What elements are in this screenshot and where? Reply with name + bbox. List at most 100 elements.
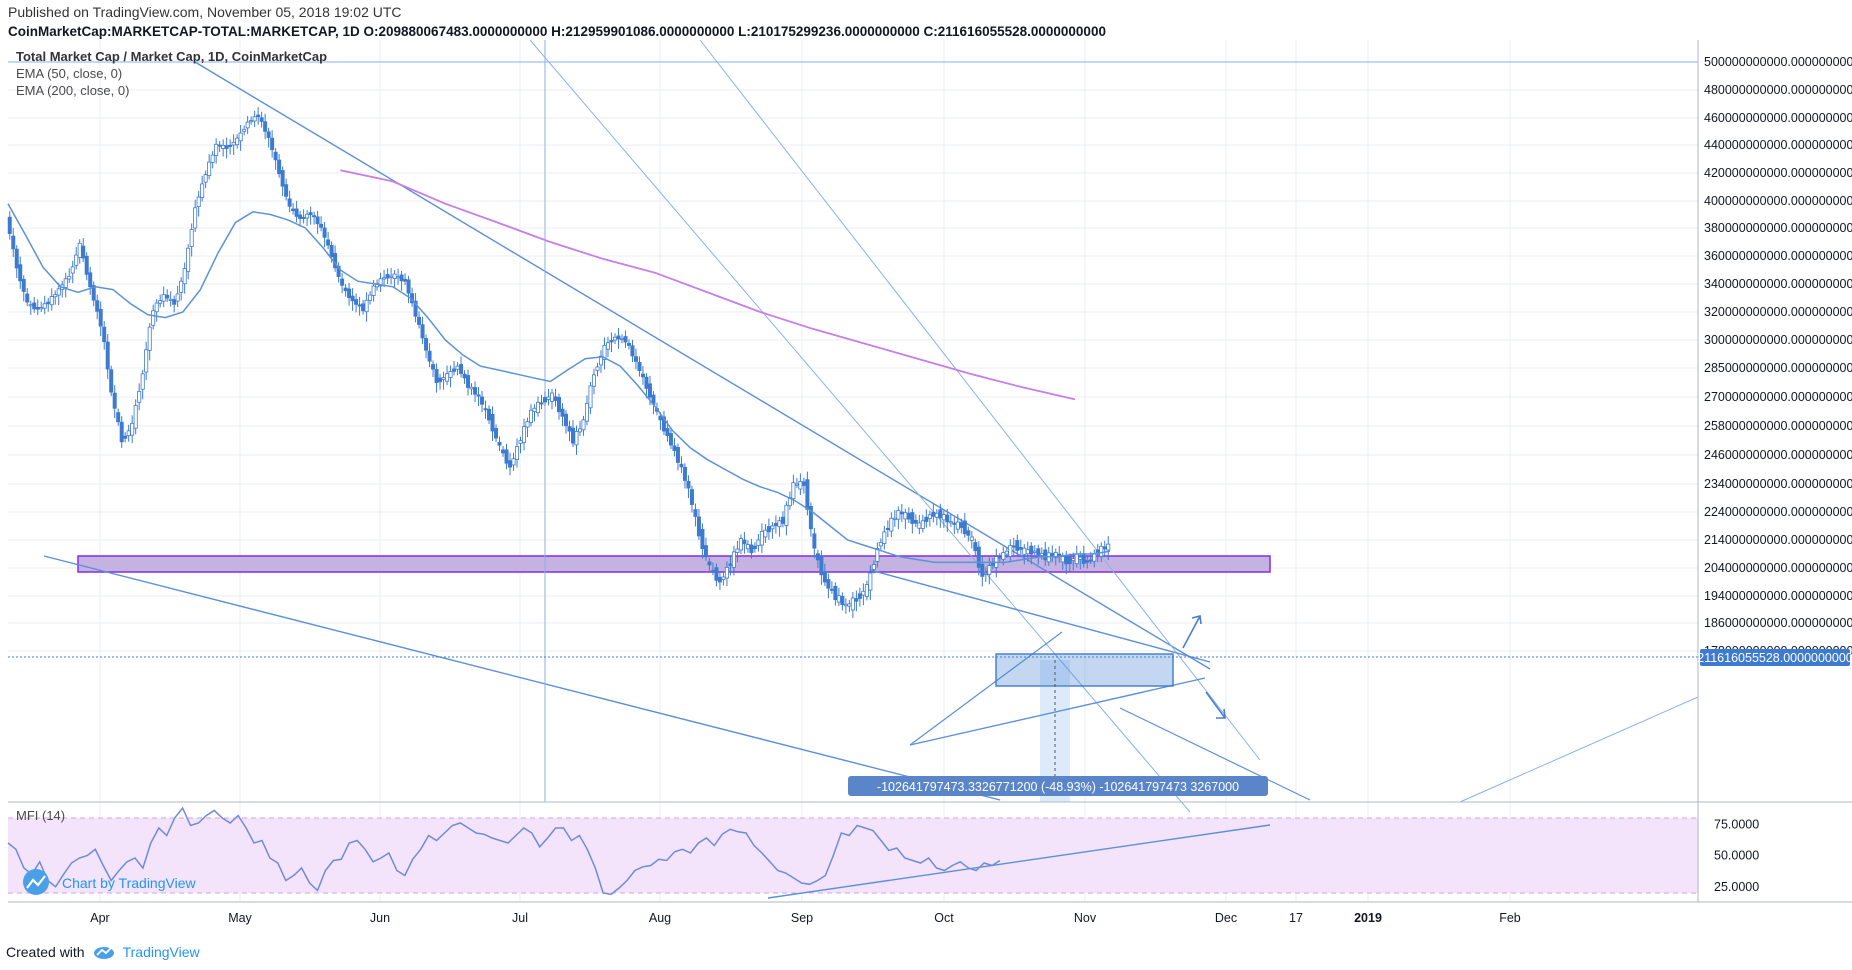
candle-body[interactable] (875, 548, 880, 562)
candle-body[interactable] (172, 299, 177, 305)
candle-body[interactable] (847, 603, 852, 607)
candle-body[interactable] (689, 489, 694, 505)
candle-body[interactable] (179, 280, 184, 293)
candle-body[interactable] (522, 426, 527, 443)
candle-body[interactable] (403, 278, 408, 282)
candle-body[interactable] (504, 449, 509, 464)
candle-body[interactable] (920, 520, 925, 529)
candle-body[interactable] (434, 369, 439, 383)
tradingview-link[interactable]: TradingView (122, 944, 200, 960)
candle-body[interactable] (801, 481, 806, 486)
candle-body[interactable] (291, 208, 296, 212)
candle-body[interactable] (756, 539, 761, 546)
trendline-far-right[interactable] (1459, 696, 1699, 803)
candle-body[interactable] (780, 516, 785, 524)
candle-body[interactable] (35, 306, 40, 310)
candle-body[interactable] (378, 278, 383, 287)
candle-body[interactable] (889, 517, 894, 532)
candle-body[interactable] (511, 458, 516, 466)
candle-body[interactable] (214, 143, 219, 156)
candle-body[interactable] (609, 339, 614, 343)
candle-body[interactable] (494, 428, 499, 439)
candle-body[interactable] (885, 528, 890, 531)
candle-body[interactable] (343, 287, 348, 292)
candle-body[interactable] (1078, 556, 1083, 560)
candle-body[interactable] (56, 288, 61, 296)
candle-body[interactable] (941, 514, 946, 521)
candle-body[interactable] (116, 412, 121, 423)
candle-body[interactable] (574, 431, 579, 446)
candle-body[interactable] (67, 275, 72, 280)
candle-body[interactable] (794, 483, 799, 486)
candle-body[interactable] (298, 214, 303, 219)
candle-body[interactable] (861, 590, 866, 596)
candle-body[interactable] (126, 430, 131, 437)
candle-body[interactable] (525, 421, 530, 428)
candle-body[interactable] (560, 408, 565, 417)
trendline-steep-1[interactable] (529, 39, 1191, 813)
candle-body[interactable] (270, 137, 275, 151)
candle-body[interactable] (913, 520, 918, 524)
candle-body[interactable] (1099, 545, 1104, 557)
candles[interactable] (7, 107, 1111, 618)
candle-body[interactable] (529, 409, 534, 423)
candle-body[interactable] (130, 422, 135, 436)
ema200-line[interactable] (340, 169, 1076, 401)
time-axis[interactable]: Apr May Jun Jul Aug Sep Oct Nov Dec 17 2019 Feb (90, 911, 1521, 925)
trendline-wedge-rise[interactable] (909, 631, 1063, 746)
candle-body[interactable] (1022, 547, 1027, 555)
candle-body[interactable] (217, 144, 222, 147)
candle-body[interactable] (427, 350, 432, 362)
candle-body[interactable] (633, 356, 638, 362)
candle-body[interactable] (962, 520, 967, 535)
candle-body[interactable] (682, 466, 687, 481)
candle-body[interactable] (892, 517, 897, 520)
candle-body[interactable] (577, 428, 582, 433)
candle-body[interactable] (805, 479, 810, 510)
candle-body[interactable] (361, 303, 366, 312)
candle-body[interactable] (1018, 547, 1023, 550)
candle-body[interactable] (102, 326, 107, 343)
candle-body[interactable] (857, 593, 862, 599)
candle-body[interactable] (752, 545, 757, 550)
candle-body[interactable] (193, 207, 198, 229)
candle-body[interactable] (245, 121, 250, 129)
candle-body[interactable] (133, 404, 138, 429)
candle-body[interactable] (210, 154, 215, 163)
candle-body[interactable] (735, 548, 740, 553)
legend-ema200[interactable]: EMA (200, close, 0) (16, 83, 129, 98)
candle-body[interactable] (703, 545, 708, 558)
candle-body[interactable] (77, 242, 82, 258)
candle-body[interactable] (158, 300, 163, 304)
candle-body[interactable] (668, 433, 673, 446)
candle-body[interactable] (714, 567, 719, 581)
candle-body[interactable] (235, 137, 240, 146)
candle-body[interactable] (350, 295, 355, 302)
candle-body[interactable] (749, 544, 754, 554)
candle-body[interactable] (588, 385, 593, 409)
candle-body[interactable] (836, 595, 841, 603)
candle-body[interactable] (238, 132, 243, 142)
candle-body[interactable] (864, 584, 869, 597)
candle-body[interactable] (882, 531, 887, 544)
candle-body[interactable] (819, 556, 824, 576)
candle-body[interactable] (84, 255, 89, 275)
candle-body[interactable] (340, 278, 345, 286)
candle-body[interactable] (336, 265, 341, 277)
candle-body[interactable] (371, 285, 376, 296)
candle-body[interactable] (910, 512, 915, 524)
candle-body[interactable] (112, 392, 117, 409)
candle-body[interactable] (228, 144, 233, 147)
candle-body[interactable] (326, 239, 331, 246)
candle-body[interactable] (28, 304, 33, 307)
candle-body[interactable] (945, 514, 950, 523)
candle-body[interactable] (770, 525, 775, 530)
candle-body[interactable] (312, 215, 317, 218)
candle-body[interactable] (896, 510, 901, 520)
mfi-axis[interactable]: 75.0000 50.0000 25.0000 (1714, 817, 1759, 894)
candle-body[interactable] (661, 416, 666, 432)
candle-body[interactable] (515, 446, 520, 460)
candle-body[interactable] (1043, 549, 1048, 561)
candle-body[interactable] (973, 542, 978, 552)
candle-body[interactable] (1004, 550, 1009, 555)
